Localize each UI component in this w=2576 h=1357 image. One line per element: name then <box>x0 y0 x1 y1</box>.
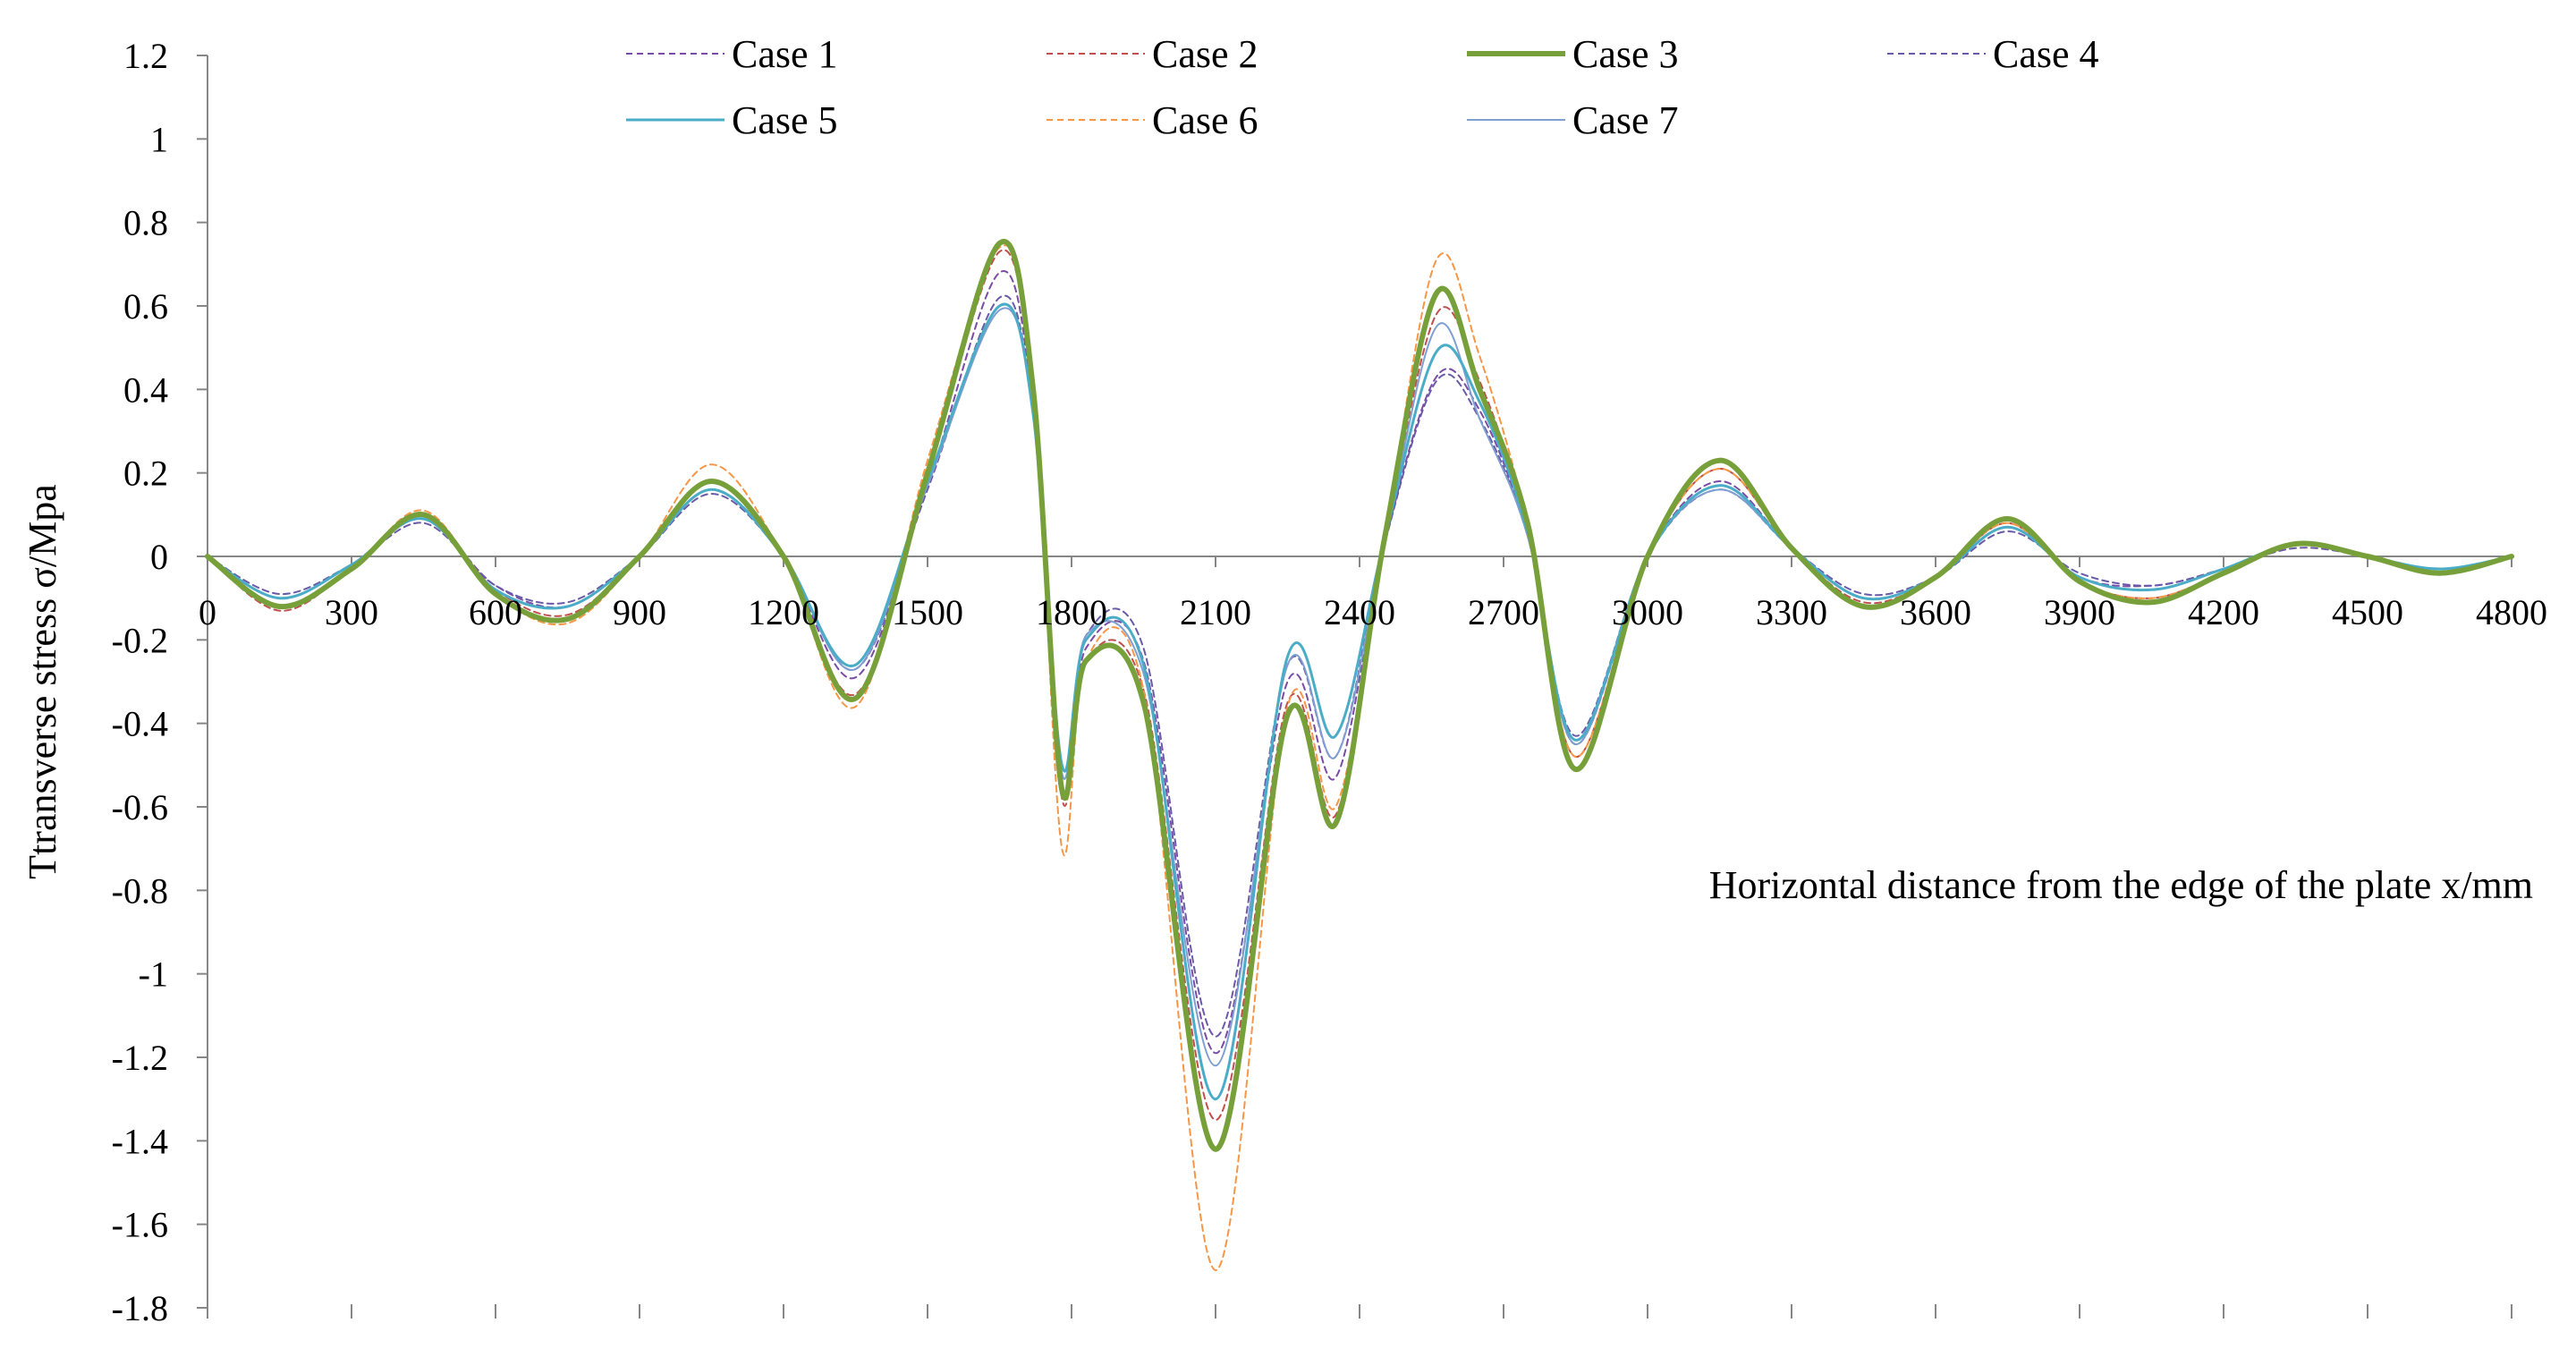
tick-labels-group: 1.2 1 0.8 0.6 0.4 0.2 0 -0.2 -0.4 -0.6 -0.8 -1 -1.2 -… <box>112 36 2547 1328</box>
y-tick-label: 0.8 <box>123 203 168 243</box>
legend-label: Case 6 <box>1152 98 1258 142</box>
legend-item-case-7: Case 7 <box>1467 98 1679 142</box>
y-tick-label: -1 <box>139 954 168 995</box>
legend-label: Case 7 <box>1572 98 1679 142</box>
y-axis-title: Ttransverse stress σ/Mpa <box>21 484 64 879</box>
x-tick-label: 3300 <box>1756 592 1827 632</box>
legend-item-case-4: Case 4 <box>1887 32 2099 76</box>
x-tick-label: 2700 <box>1468 592 1539 632</box>
y-tick-label: 0 <box>150 537 168 577</box>
y-tick-label: 0.6 <box>123 286 168 327</box>
y-tick-label: -0.2 <box>112 620 168 660</box>
series-line-case-5 <box>206 302 2513 1101</box>
y-tick-label: -1.8 <box>112 1288 168 1328</box>
x-axis-title: Horizontal distance from the edge of the… <box>1709 863 2533 907</box>
legend-label: Case 2 <box>1152 32 1258 76</box>
series-line-case-3 <box>205 239 2514 1152</box>
legend-label: Case 5 <box>732 98 838 142</box>
legend-label: Case 4 <box>1993 32 2099 76</box>
x-tick-label: 4500 <box>2332 592 2403 632</box>
series-line-case-4 <box>207 294 2512 1038</box>
legend-label: Case 1 <box>732 32 838 76</box>
x-tick-label: 1500 <box>892 592 963 632</box>
x-tick-label: 3600 <box>1900 592 1971 632</box>
series-line-case-1 <box>207 270 2512 1055</box>
y-tick-label: 0.4 <box>123 369 168 410</box>
x-tick-label: 300 <box>325 592 378 632</box>
x-tick-label: 900 <box>613 592 666 632</box>
legend-item-case-6: Case 6 <box>1046 98 1258 142</box>
x-tick-label: 1800 <box>1036 592 1107 632</box>
y-tick-label: 0.2 <box>123 454 168 494</box>
y-tick-label: -0.8 <box>112 870 168 911</box>
x-tick-label: 1200 <box>748 592 819 632</box>
y-tick-label: -1.2 <box>112 1038 168 1078</box>
legend-label: Case 3 <box>1572 32 1679 76</box>
y-tick-label: -1.4 <box>112 1121 168 1161</box>
x-tick-label: 4800 <box>2476 592 2547 632</box>
y-tick-label: -1.6 <box>112 1205 168 1245</box>
y-tick-label: 1 <box>150 119 168 159</box>
legend: Case 1 Case 2 Case 3 Case 4 Case 5 Case 6 Case… <box>626 32 2099 142</box>
y-tick-label: -0.4 <box>112 704 168 744</box>
series-line-case-6 <box>207 244 2512 1272</box>
legend-item-case-5: Case 5 <box>626 98 838 142</box>
series-group <box>205 239 2514 1272</box>
x-tick-label: 2400 <box>1324 592 1395 632</box>
legend-item-case-3: Case 3 <box>1467 32 1679 76</box>
legend-item-case-1: Case 1 <box>626 32 838 76</box>
x-tick-label: 3900 <box>2044 592 2115 632</box>
x-tick-label: 600 <box>469 592 522 632</box>
legend-item-case-2: Case 2 <box>1046 32 1258 76</box>
axes-group <box>197 55 2512 1319</box>
x-tick-label: 0 <box>199 592 216 632</box>
y-tick-label: -0.6 <box>112 787 168 827</box>
x-tick-label: 2100 <box>1180 592 1251 632</box>
x-tick-label: 3000 <box>1612 592 1683 632</box>
y-tick-label: 1.2 <box>123 36 168 76</box>
x-tick-label: 4200 <box>2188 592 2259 632</box>
